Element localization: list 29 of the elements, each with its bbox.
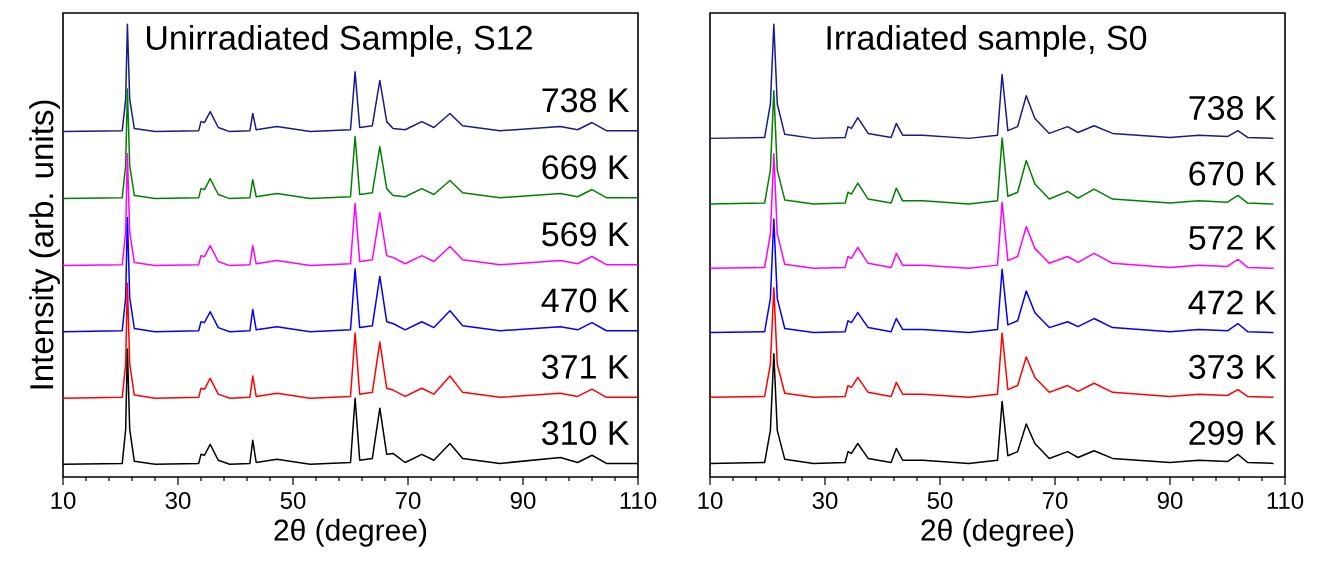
series-label: 472 K: [1188, 290, 1277, 315]
x-tick-label: 30: [165, 492, 191, 510]
series-label: 310 K: [542, 420, 630, 446]
series-label: 371 K: [542, 354, 630, 379]
series-label: 373 K: [1189, 354, 1277, 379]
x-axis-title: 2θ (degree): [274, 518, 427, 547]
x-tick-label: 70: [395, 492, 421, 510]
x-tick-label: 90: [510, 492, 536, 510]
x-tick-label: 90: [1157, 492, 1183, 510]
x-tick-label: 110: [620, 492, 657, 510]
series-label: 670 K: [1189, 161, 1277, 186]
y-axis-title: Intensity (arb. units): [29, 100, 60, 389]
series-label: 299 K: [1189, 420, 1277, 446]
chart-title: Irradiated sample, S0: [827, 25, 1147, 57]
series-label: 669 K: [542, 155, 630, 180]
series-label: 738 K: [1189, 95, 1277, 120]
x-tick-label: 10: [698, 492, 723, 510]
x-tick-label: 50: [927, 492, 953, 510]
series-label: 470 K: [541, 288, 630, 313]
x-tick-label: 70: [1042, 492, 1068, 510]
series-label: 572 K: [1189, 225, 1277, 250]
x-tick-label: 30: [812, 492, 838, 510]
series-label: 738 K: [542, 88, 630, 113]
x-axis-title: 2θ (degree): [921, 518, 1074, 547]
x-tick-label: 110: [1267, 492, 1304, 510]
x-tick-label: 50: [280, 492, 306, 510]
chart-title: Unirradiated Sample, S12: [146, 25, 532, 57]
series-label: 569 K: [542, 222, 630, 247]
x-tick-label: 10: [51, 492, 76, 510]
